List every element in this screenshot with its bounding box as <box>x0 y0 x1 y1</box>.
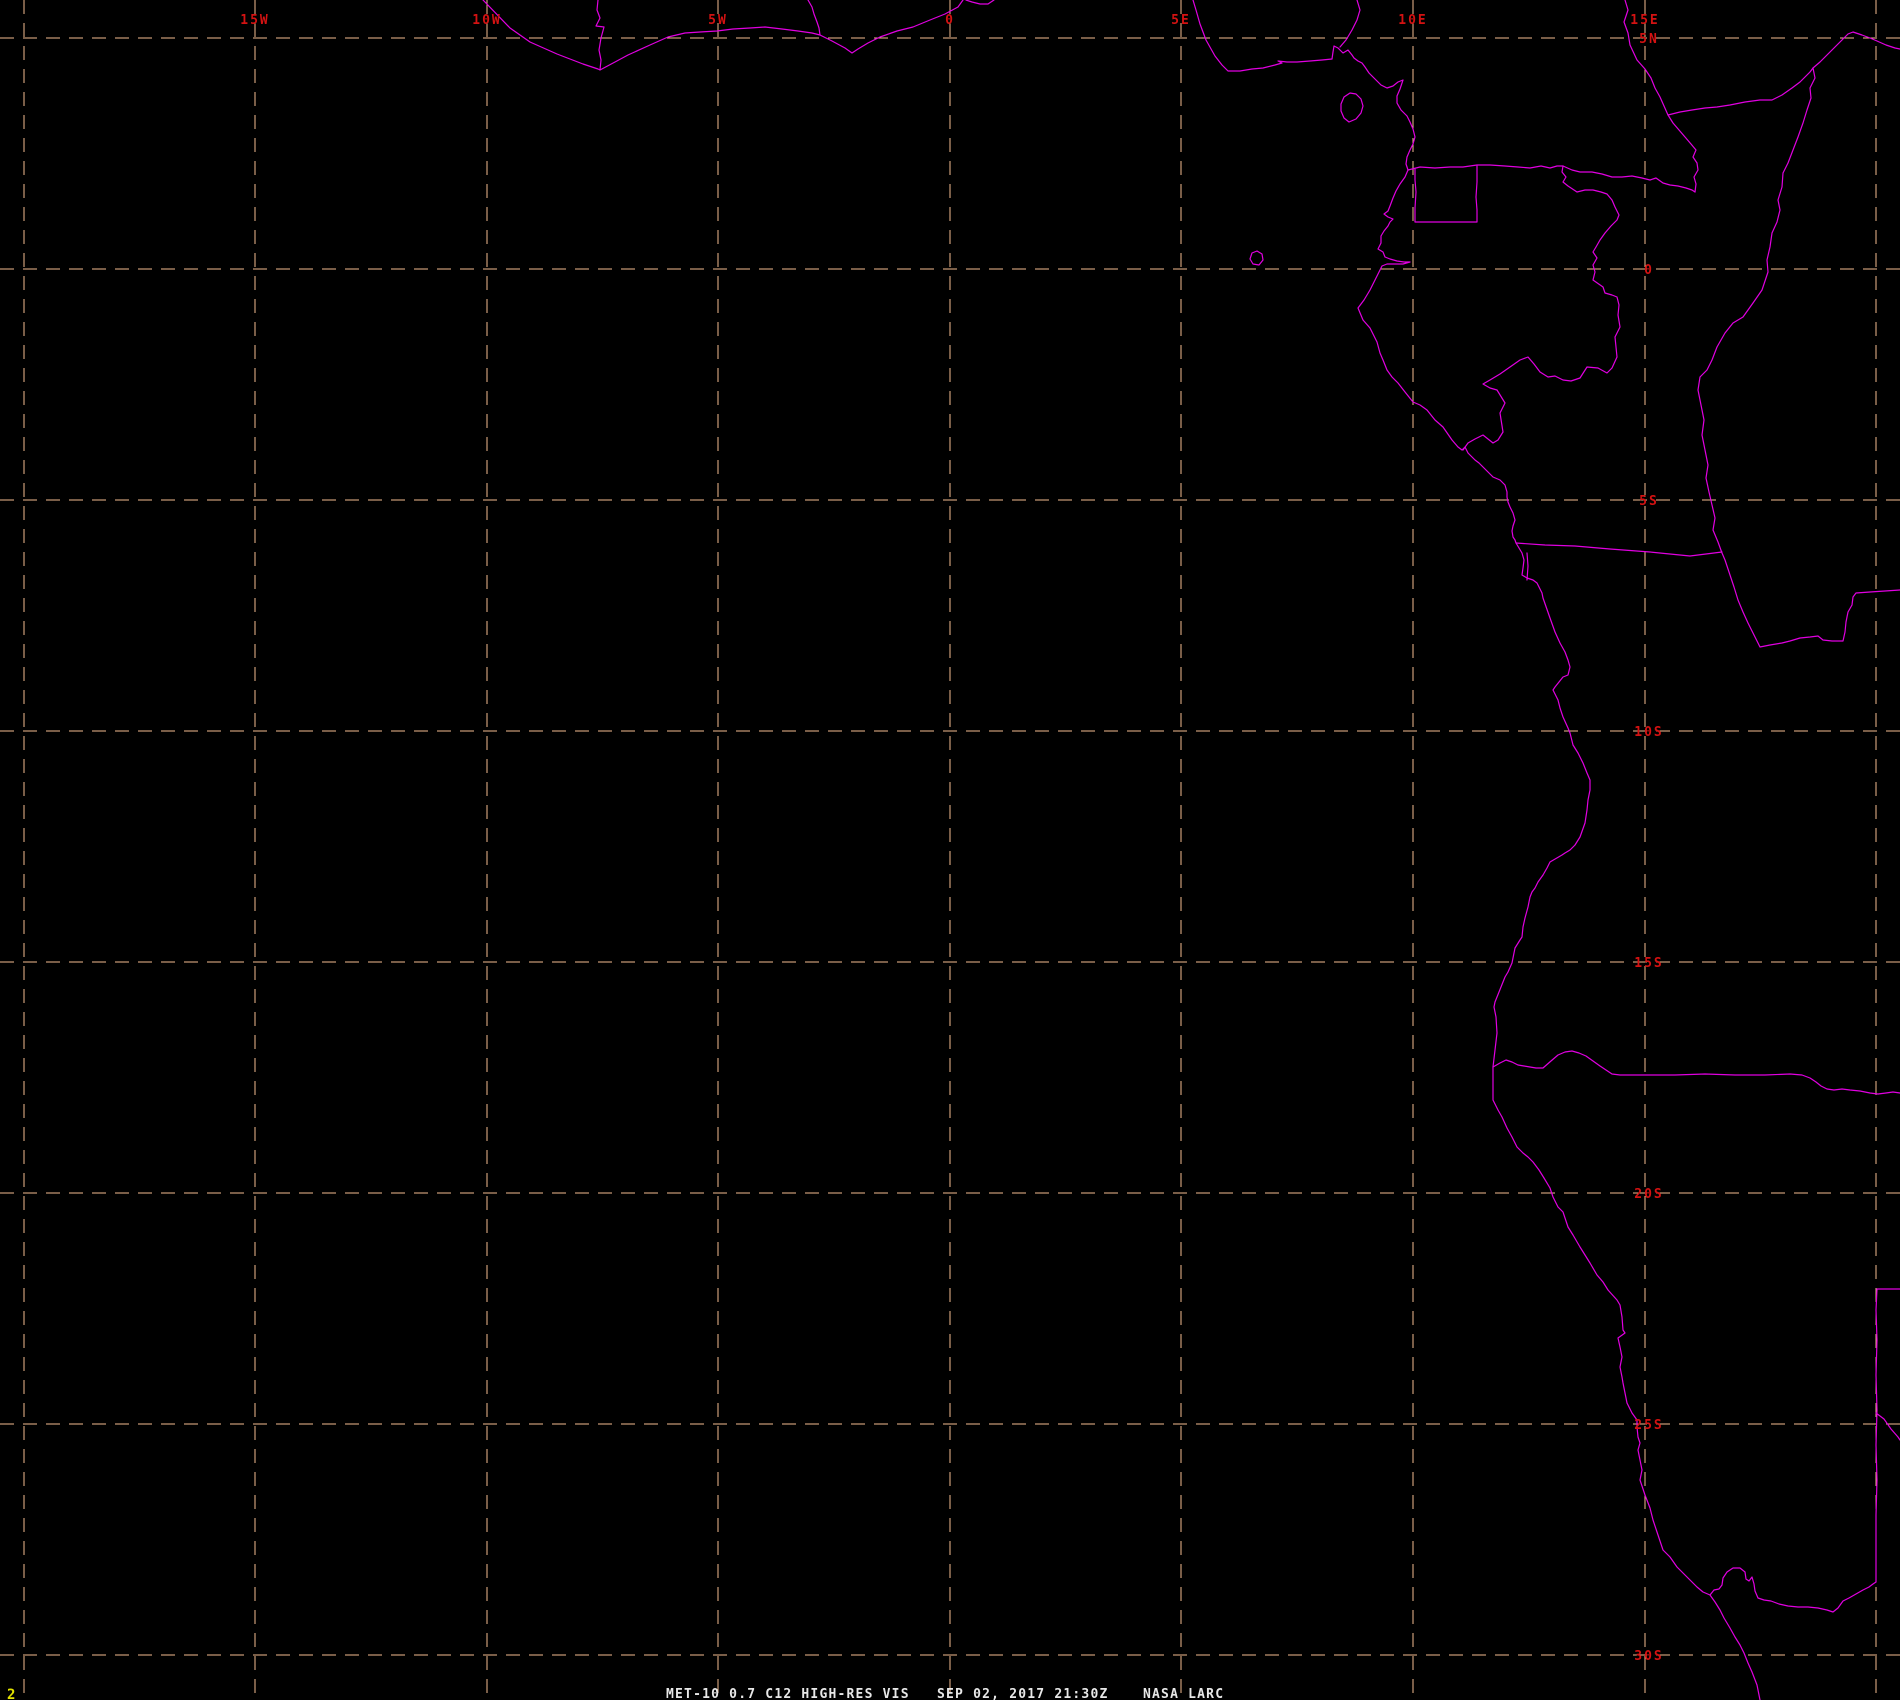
caption-instrument: MET-10 0.7 C12 HIGH-RES VIS <box>666 1687 910 1700</box>
border-namibia-se <box>1875 1412 1900 1441</box>
latitude-label: 15S <box>1634 956 1663 971</box>
coordinate-labels: 15W 10W 5W 0 5E 10E 15E 5N 0 5S 10S 15S 20S 25S 30S <box>240 13 1663 1664</box>
caption-credit: NASA LARC <box>1143 1687 1224 1700</box>
border-west-2 <box>807 0 821 36</box>
border-car-north <box>1667 31 1900 116</box>
island-sao-tome <box>1249 250 1264 266</box>
border-cameroon-south <box>1407 164 1696 193</box>
latitude-label: 30S <box>1634 1649 1663 1664</box>
longitude-label: 5W <box>708 13 728 28</box>
coast-central-africa <box>1192 0 1761 1700</box>
latitude-label: 0 <box>1644 263 1654 278</box>
island-bioko <box>1340 92 1364 123</box>
border-rio-muni <box>1414 165 1478 223</box>
border-gabon-congo <box>1462 165 1621 451</box>
caption-timestamp: SEP 02, 2017 21:30Z <box>937 1687 1109 1700</box>
border-west-1 <box>595 0 605 71</box>
frame-number-marker: 2 <box>7 1687 15 1700</box>
longitude-label: 5E <box>1171 13 1191 28</box>
latitude-label: 20S <box>1634 1187 1663 1202</box>
coastline-overlay <box>482 0 1900 1700</box>
latitude-label: 5N <box>1639 32 1659 47</box>
longitude-label: 10E <box>1398 13 1427 28</box>
border-angola-namibia <box>1492 1050 1900 1095</box>
border-nigeria-cameroon <box>1339 0 1361 48</box>
longitude-label: 15W <box>240 13 269 28</box>
longitude-label: 10W <box>472 13 501 28</box>
caption-bar: MET-10 0.7 C12 HIGH-RES VIS SEP 02, 2017… <box>7 1687 1224 1700</box>
longitude-label: 15E <box>1630 13 1659 28</box>
river-congo-branch <box>1526 552 1529 581</box>
latitude-label: 10S <box>1634 725 1663 740</box>
latitude-label: 25S <box>1634 1418 1663 1433</box>
river-orange <box>1709 1567 1877 1613</box>
longitude-label: 0 <box>945 13 955 28</box>
latitude-label: 5S <box>1639 494 1659 509</box>
river-congo <box>1515 542 1723 557</box>
coast-gulf-of-guinea <box>482 0 964 71</box>
border-ubangi-kasai <box>1697 67 1900 648</box>
border-20e-botswana <box>1875 1288 1900 1583</box>
coast-lagos-fragment <box>965 0 995 5</box>
